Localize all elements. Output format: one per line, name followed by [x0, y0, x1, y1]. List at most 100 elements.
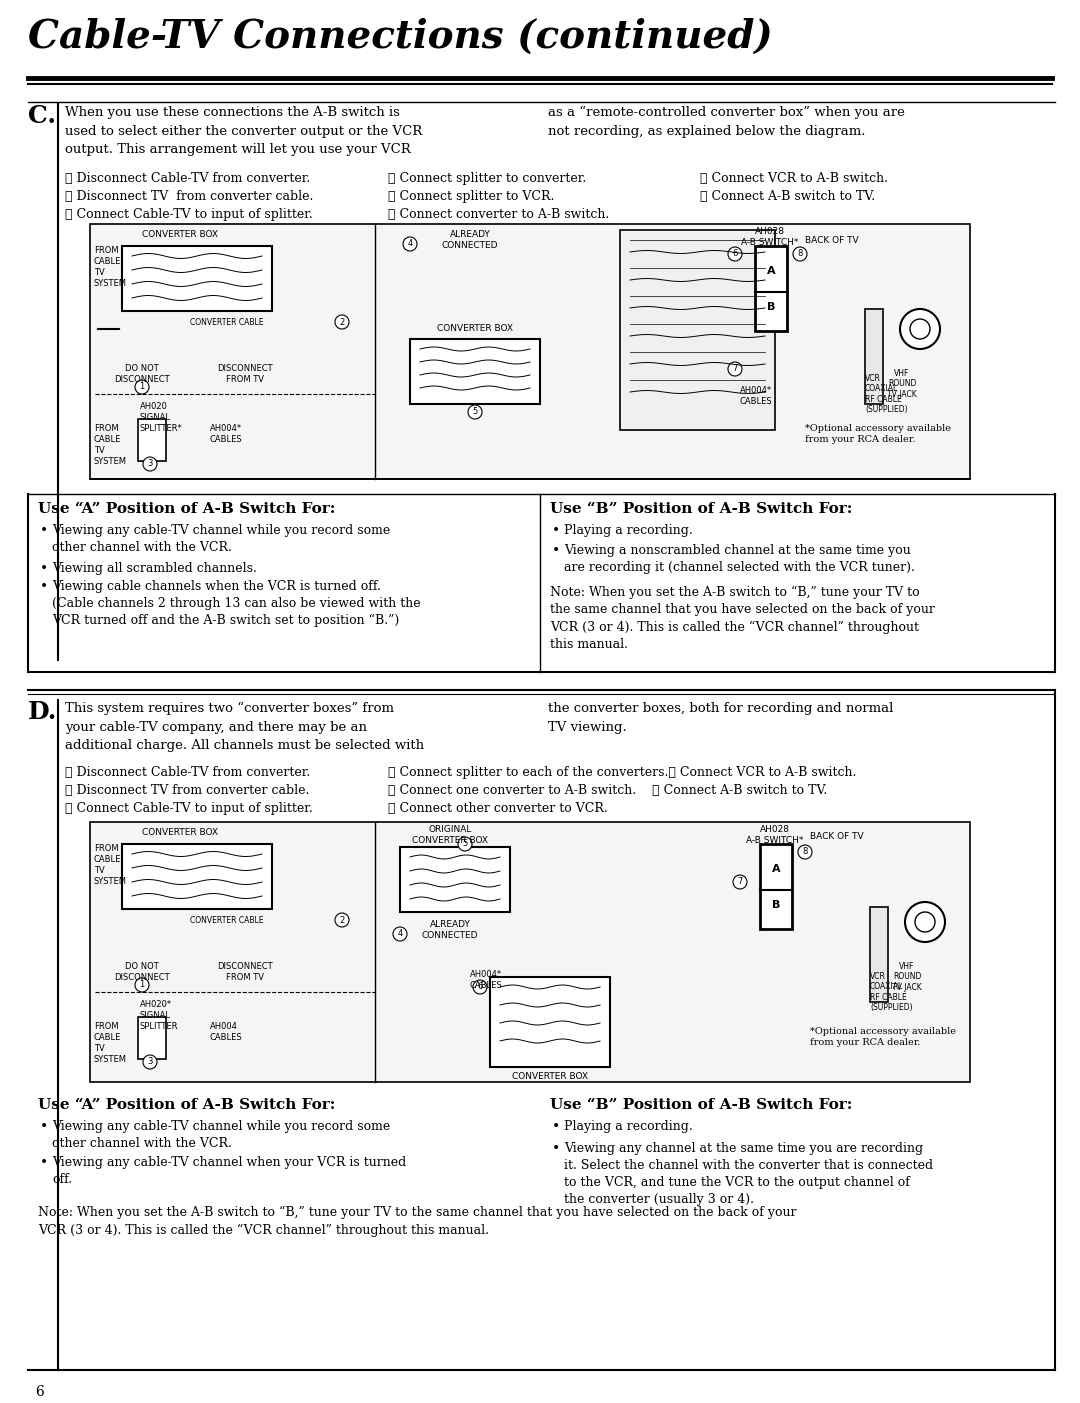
Text: DO NOT
DISCONNECT: DO NOT DISCONNECT — [114, 363, 170, 384]
Text: AH020
SIGNAL
SPLITTER*: AH020 SIGNAL SPLITTER* — [140, 403, 183, 434]
Text: 7: 7 — [732, 363, 738, 373]
Text: BACK OF TV: BACK OF TV — [810, 832, 864, 840]
Text: ① Disconnect Cable-TV from converter.: ① Disconnect Cable-TV from converter. — [65, 173, 310, 185]
Bar — [865, 309, 883, 404]
Text: as a “remote-controlled converter box” when you are
not recording, as explained : as a “remote-controlled converter box” w… — [548, 107, 905, 137]
Circle shape — [915, 912, 935, 932]
Bar — [490, 976, 610, 1068]
Bar — [138, 419, 166, 462]
Bar — [122, 246, 272, 311]
Text: Use “B” Position of A-B Switch For:: Use “B” Position of A-B Switch For: — [550, 502, 852, 516]
Text: Use “B” Position of A-B Switch For:: Use “B” Position of A-B Switch For: — [550, 1099, 852, 1113]
Text: 1: 1 — [139, 382, 145, 391]
Text: ② Disconnect TV from converter cable.: ② Disconnect TV from converter cable. — [65, 784, 309, 797]
Text: A: A — [772, 864, 781, 874]
Text: Viewing any cable-TV channel while you record some
other channel with the VCR.: Viewing any cable-TV channel while you r… — [52, 523, 390, 554]
Text: ④ Connect splitter to each of the converters.⑦ Connect VCR to A-B switch.: ④ Connect splitter to each of the conver… — [388, 766, 856, 779]
Text: Viewing a nonscrambled channel at the same time you
are recording it (channel se: Viewing a nonscrambled channel at the sa… — [564, 544, 915, 574]
Text: •: • — [40, 523, 49, 537]
Text: C.: C. — [28, 104, 56, 128]
Circle shape — [393, 927, 407, 941]
Text: ⑥ Connect other converter to VCR.: ⑥ Connect other converter to VCR. — [388, 803, 608, 815]
Text: ⑤ Connect splitter to VCR.: ⑤ Connect splitter to VCR. — [388, 189, 554, 203]
Bar — [138, 1017, 166, 1059]
Text: ③ Connect Cable-TV to input of splitter.: ③ Connect Cable-TV to input of splitter. — [65, 208, 313, 222]
Text: 5: 5 — [462, 839, 468, 847]
Circle shape — [728, 362, 742, 376]
Circle shape — [910, 318, 930, 340]
Text: FROM
CABLE
TV
SYSTEM: FROM CABLE TV SYSTEM — [94, 1021, 127, 1065]
Text: ③ Connect Cable-TV to input of splitter.: ③ Connect Cable-TV to input of splitter. — [65, 803, 313, 815]
Text: VHF
ROUND
TV JACK: VHF ROUND TV JACK — [892, 962, 922, 992]
Text: ⑤ Connect one converter to A-B switch.    ⑧ Connect A-B switch to TV.: ⑤ Connect one converter to A-B switch. ⑧… — [388, 784, 827, 797]
Text: CONVERTER CABLE: CONVERTER CABLE — [190, 318, 264, 327]
Bar — [410, 340, 540, 404]
Text: AH020*
SIGNAL
SPLITTER: AH020* SIGNAL SPLITTER — [140, 1000, 178, 1031]
Circle shape — [403, 237, 417, 251]
Text: 3: 3 — [147, 1056, 152, 1066]
Text: 6: 6 — [732, 248, 738, 258]
Text: AH004*
CABLES: AH004* CABLES — [470, 969, 502, 991]
Bar — [620, 230, 775, 429]
Text: •: • — [552, 1120, 561, 1134]
Text: Use “A” Position of A-B Switch For:: Use “A” Position of A-B Switch For: — [38, 502, 336, 516]
Text: DISCONNECT
FROM TV: DISCONNECT FROM TV — [217, 962, 273, 982]
Circle shape — [798, 845, 812, 859]
Circle shape — [793, 247, 807, 261]
Text: CONVERTER BOX: CONVERTER BOX — [512, 1072, 588, 1080]
Bar — [760, 845, 792, 929]
Text: Viewing all scrambled channels.: Viewing all scrambled channels. — [52, 563, 257, 575]
Text: ① Disconnect Cable-TV from converter.: ① Disconnect Cable-TV from converter. — [65, 766, 310, 779]
Text: This system requires two “converter boxes” from
your cable-TV company, and there: This system requires two “converter boxe… — [65, 702, 424, 752]
Text: 2: 2 — [339, 916, 345, 925]
Text: Cable-TV Connections (continued): Cable-TV Connections (continued) — [28, 18, 773, 56]
Circle shape — [733, 875, 747, 890]
Text: CONVERTER CABLE: CONVERTER CABLE — [190, 916, 264, 925]
Bar — [90, 822, 970, 1082]
Circle shape — [135, 380, 149, 394]
Text: *Optional accessory available
from your RCA dealer.: *Optional accessory available from your … — [805, 424, 951, 445]
Text: ⑧ Connect A-B switch to TV.: ⑧ Connect A-B switch to TV. — [700, 189, 875, 203]
Text: D.: D. — [28, 700, 57, 724]
Circle shape — [905, 902, 945, 941]
Circle shape — [143, 1055, 157, 1069]
Circle shape — [335, 913, 349, 927]
Circle shape — [728, 247, 742, 261]
Text: ⑥ Connect converter to A-B switch.: ⑥ Connect converter to A-B switch. — [388, 208, 609, 222]
Text: *Optional accessory available
from your RCA dealer.: *Optional accessory available from your … — [810, 1027, 956, 1047]
Text: ALREADY
CONNECTED: ALREADY CONNECTED — [442, 230, 498, 250]
Text: Playing a recording.: Playing a recording. — [564, 523, 692, 537]
Text: VHF
ROUND
TV JACK: VHF ROUND TV JACK — [887, 369, 917, 398]
Circle shape — [458, 838, 472, 852]
Text: 4: 4 — [407, 239, 413, 248]
Text: A: A — [767, 267, 775, 276]
Text: DISCONNECT
FROM TV: DISCONNECT FROM TV — [217, 363, 273, 384]
Text: ② Disconnect TV  from converter cable.: ② Disconnect TV from converter cable. — [65, 189, 313, 203]
Text: •: • — [552, 544, 561, 558]
Text: FROM
CABLE
TV
SYSTEM: FROM CABLE TV SYSTEM — [94, 424, 127, 466]
Text: Note: When you set the A-B switch to “B,” tune your TV to the same channel that : Note: When you set the A-B switch to “B,… — [38, 1207, 797, 1236]
Text: When you use these connections the A-B switch is
used to select either the conve: When you use these connections the A-B s… — [65, 107, 422, 156]
Text: B: B — [767, 302, 775, 311]
Text: Viewing any channel at the same time you are recording
it. Select the channel wi: Viewing any channel at the same time you… — [564, 1142, 933, 1207]
Text: VCR
COAXIAL
RF CABLE
(SUPPLIED): VCR COAXIAL RF CABLE (SUPPLIED) — [870, 972, 913, 1012]
Text: Playing a recording.: Playing a recording. — [564, 1120, 692, 1134]
Bar — [90, 224, 970, 478]
Text: •: • — [40, 579, 49, 593]
Text: AH004*
CABLES: AH004* CABLES — [210, 424, 243, 445]
Text: 3: 3 — [147, 459, 152, 469]
Text: 6: 6 — [477, 982, 483, 991]
Text: 7: 7 — [738, 877, 743, 887]
Text: •: • — [552, 1142, 561, 1156]
Text: Viewing cable channels when the VCR is turned off.
(Cable channels 2 through 13 : Viewing cable channels when the VCR is t… — [52, 579, 420, 627]
Bar — [870, 906, 888, 1002]
Circle shape — [143, 457, 157, 471]
Text: •: • — [40, 1156, 49, 1170]
Text: CONVERTER BOX: CONVERTER BOX — [437, 324, 513, 333]
Text: ④ Connect splitter to converter.: ④ Connect splitter to converter. — [388, 173, 586, 185]
Text: •: • — [40, 563, 49, 577]
Text: ⑦ Connect VCR to A-B switch.: ⑦ Connect VCR to A-B switch. — [700, 173, 888, 185]
Text: 8: 8 — [802, 847, 808, 856]
Circle shape — [335, 316, 349, 328]
Text: 8: 8 — [797, 248, 802, 258]
